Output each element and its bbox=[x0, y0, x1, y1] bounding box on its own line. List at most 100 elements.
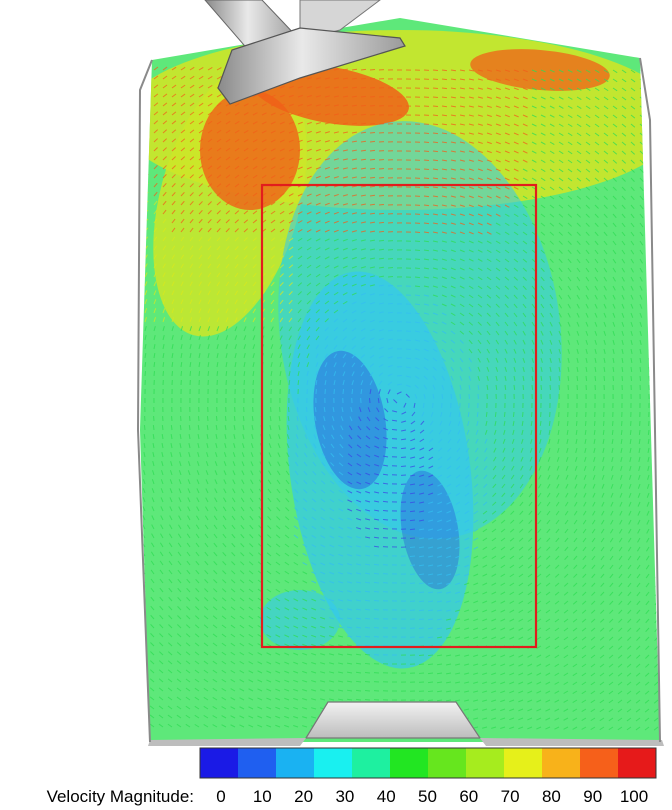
velocity-vector bbox=[361, 105, 366, 106]
velocity-vector bbox=[433, 169, 438, 170]
velocity-vector bbox=[163, 362, 164, 367]
velocity-vector bbox=[433, 115, 438, 116]
velocity-vector bbox=[361, 96, 366, 97]
velocity-vector bbox=[513, 412, 514, 417]
velocity-vector bbox=[141, 697, 145, 700]
velocity-vector bbox=[297, 407, 298, 412]
velocity-vector bbox=[153, 425, 154, 430]
velocity-vector bbox=[419, 565, 424, 566]
velocity-vector bbox=[145, 156, 148, 160]
velocity-vector bbox=[352, 69, 357, 70]
velocity-vector bbox=[142, 633, 145, 637]
velocity-vector bbox=[141, 715, 145, 718]
velocity-vector bbox=[433, 124, 438, 125]
velocity-vector bbox=[657, 475, 658, 480]
velocity-vector bbox=[415, 286, 420, 287]
velocity-vector bbox=[374, 591, 379, 592]
velocity-vector bbox=[379, 195, 384, 196]
velocity-vector bbox=[419, 592, 424, 593]
velocity-vector bbox=[352, 389, 353, 394]
velocity-vector bbox=[423, 403, 424, 408]
velocity-vector bbox=[658, 70, 662, 73]
colorbar-swatch bbox=[390, 748, 429, 778]
velocity-vector bbox=[622, 376, 623, 381]
velocity-vector bbox=[361, 114, 366, 115]
velocity-vector bbox=[180, 425, 181, 430]
velocity-vector bbox=[392, 420, 397, 421]
velocity-vector bbox=[658, 358, 659, 363]
velocity-vector bbox=[428, 691, 433, 692]
velocity-vector bbox=[658, 196, 661, 200]
velocity-vector bbox=[532, 385, 533, 390]
velocity-vector bbox=[433, 97, 438, 98]
velocity-vector bbox=[419, 637, 424, 638]
velocity-vector bbox=[558, 421, 559, 426]
velocity-vector bbox=[442, 97, 447, 98]
velocity-vector bbox=[370, 177, 375, 178]
velocity-vector bbox=[226, 371, 227, 376]
velocity-vector bbox=[370, 159, 375, 160]
velocity-vector bbox=[406, 358, 411, 359]
velocity-vector bbox=[649, 268, 651, 272]
velocity-vector bbox=[145, 112, 149, 115]
velocity-vector bbox=[585, 421, 586, 426]
velocity-vector bbox=[190, 371, 191, 376]
velocity-vector bbox=[234, 416, 235, 421]
velocity-vector bbox=[383, 510, 388, 511]
velocity-vector bbox=[361, 78, 366, 79]
colorbar-swatch bbox=[238, 748, 277, 778]
velocity-vector bbox=[410, 538, 415, 539]
velocity-vector bbox=[451, 394, 452, 399]
velocity-vector bbox=[361, 123, 366, 124]
velocity-vector bbox=[383, 483, 388, 484]
velocity-vector bbox=[142, 642, 145, 646]
velocity-vector bbox=[658, 313, 660, 318]
velocity-vector bbox=[365, 690, 370, 691]
velocity-vector bbox=[415, 268, 420, 269]
velocity-vector bbox=[640, 367, 641, 372]
velocity-vector bbox=[658, 241, 661, 245]
velocity-vector bbox=[658, 106, 662, 109]
velocity-vector bbox=[631, 367, 632, 372]
velocity-vector bbox=[658, 277, 660, 282]
velocity-vector bbox=[419, 583, 424, 584]
velocity-vector bbox=[235, 371, 236, 376]
velocity-vector bbox=[649, 349, 650, 354]
velocity-vector bbox=[658, 151, 661, 155]
velocity-vector bbox=[370, 132, 375, 133]
velocity-vector bbox=[504, 412, 505, 417]
velocity-vector bbox=[639, 430, 640, 435]
velocity-vector bbox=[288, 407, 289, 412]
velocity-vector bbox=[658, 160, 661, 164]
velocity-vector bbox=[374, 564, 379, 565]
velocity-vector bbox=[406, 349, 411, 350]
velocity-vector bbox=[374, 555, 379, 556]
colorbar-swatch bbox=[580, 748, 619, 778]
velocity-vector bbox=[658, 133, 662, 136]
velocity-vector bbox=[658, 115, 662, 118]
velocity-vector bbox=[315, 407, 316, 412]
velocity-vector bbox=[424, 169, 429, 170]
velocity-vector bbox=[437, 700, 442, 701]
velocity-vector bbox=[365, 636, 370, 637]
velocity-vector bbox=[586, 376, 587, 381]
velocity-vector bbox=[243, 416, 244, 421]
velocity-vector bbox=[658, 340, 659, 345]
velocity-vector bbox=[410, 529, 415, 530]
colorbar-title: Velocity Magnitude: bbox=[47, 787, 194, 806]
velocity-vector bbox=[374, 600, 379, 601]
velocity-vector bbox=[541, 385, 542, 390]
velocity-vector bbox=[145, 130, 149, 133]
velocity-vector bbox=[306, 407, 307, 412]
velocity-vector bbox=[428, 628, 433, 629]
velocity-vector bbox=[419, 601, 424, 602]
velocity-vector bbox=[649, 331, 650, 336]
velocity-vector bbox=[658, 79, 662, 82]
velocity-vector bbox=[141, 706, 145, 709]
velocity-vector bbox=[428, 637, 433, 638]
velocity-vector bbox=[658, 223, 661, 227]
velocity-vector bbox=[658, 367, 659, 372]
velocity-vector bbox=[594, 421, 595, 426]
velocity-vector bbox=[145, 362, 146, 367]
